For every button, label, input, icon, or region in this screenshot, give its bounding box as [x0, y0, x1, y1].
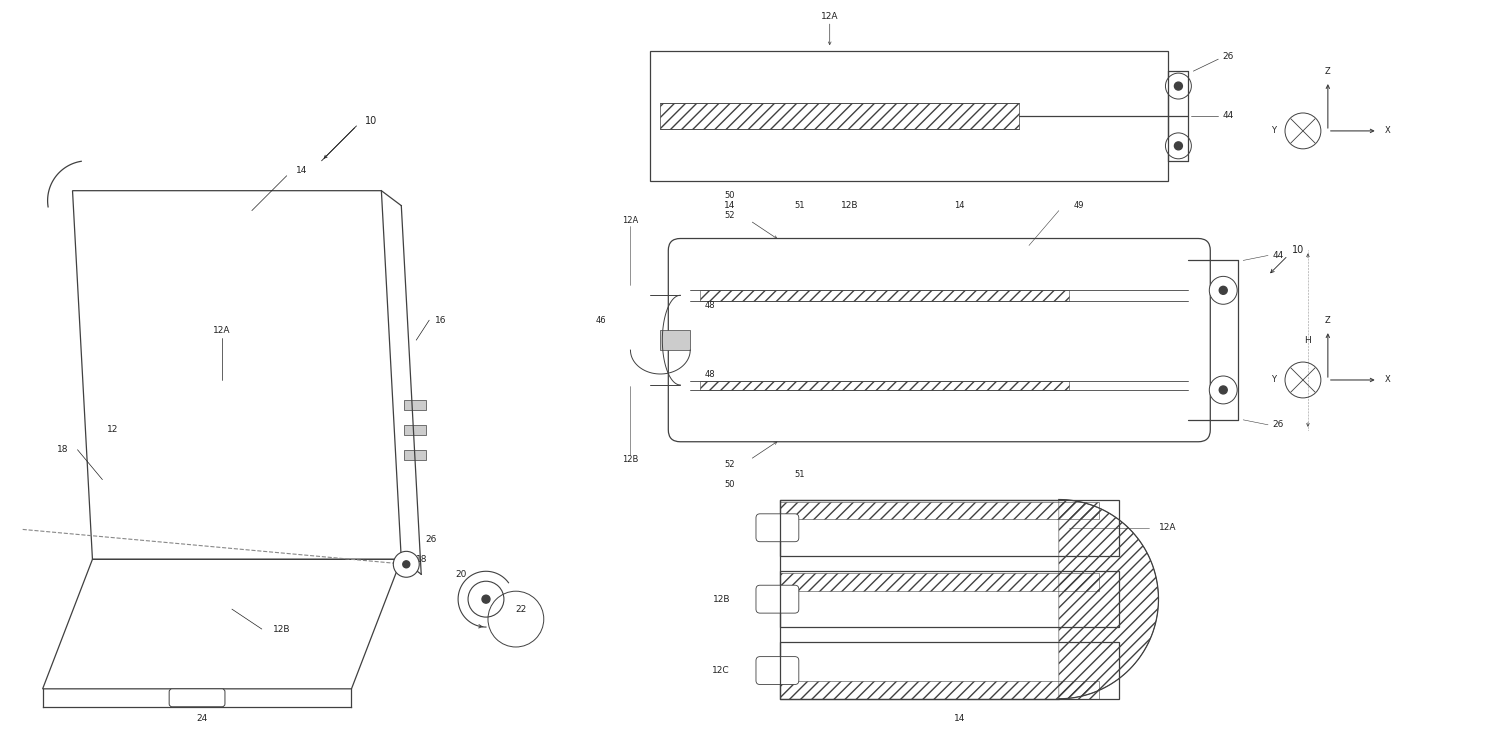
Circle shape	[468, 581, 504, 617]
Circle shape	[1166, 133, 1191, 159]
Circle shape	[1286, 362, 1322, 398]
FancyBboxPatch shape	[170, 688, 225, 706]
Circle shape	[393, 551, 418, 578]
Circle shape	[1166, 73, 1191, 99]
Text: 12A: 12A	[821, 12, 839, 21]
Bar	[780, 502, 1098, 520]
Bar	[780, 642, 1119, 699]
Text: 12A: 12A	[622, 216, 639, 225]
Text: X: X	[1384, 127, 1390, 136]
Text: 51: 51	[795, 470, 806, 479]
Text: 10: 10	[1292, 245, 1304, 256]
Circle shape	[1174, 82, 1182, 90]
Text: 22: 22	[514, 604, 526, 613]
Text: X: X	[1384, 376, 1390, 385]
Bar	[405, 450, 426, 460]
Circle shape	[1220, 386, 1227, 394]
Text: 50: 50	[724, 480, 735, 489]
FancyBboxPatch shape	[756, 585, 800, 613]
Text: 12A: 12A	[213, 326, 231, 334]
Text: 26: 26	[1272, 420, 1284, 429]
FancyBboxPatch shape	[756, 514, 800, 542]
Circle shape	[1286, 113, 1322, 148]
Text: 12B: 12B	[622, 455, 639, 464]
Bar	[780, 571, 1119, 628]
Text: 16: 16	[435, 316, 447, 325]
Circle shape	[1209, 376, 1237, 404]
Text: 10: 10	[366, 116, 378, 126]
Text: 51: 51	[795, 201, 806, 210]
Bar	[780, 681, 1098, 699]
Bar	[700, 382, 1070, 390]
Text: 12B: 12B	[273, 625, 291, 634]
Text: 26: 26	[426, 535, 436, 544]
Text: 12B: 12B	[842, 201, 858, 210]
Text: 18: 18	[416, 555, 428, 564]
Bar	[780, 500, 1119, 556]
Text: 46: 46	[596, 316, 606, 325]
Text: H: H	[1305, 336, 1311, 345]
Text: 12B: 12B	[712, 595, 730, 604]
Text: Y: Y	[1270, 127, 1275, 136]
Text: Z: Z	[1324, 67, 1330, 76]
Text: 48: 48	[705, 301, 716, 310]
Text: 52: 52	[724, 211, 735, 220]
Text: 12: 12	[106, 425, 118, 434]
Text: 14: 14	[954, 714, 964, 723]
Text: 12C: 12C	[712, 666, 730, 675]
Text: 48: 48	[705, 370, 716, 380]
Text: 12A: 12A	[1158, 524, 1176, 532]
Text: 50: 50	[724, 191, 735, 200]
Bar	[651, 51, 1168, 181]
Text: 14: 14	[724, 201, 736, 210]
Bar	[780, 573, 1098, 591]
Bar	[700, 290, 1070, 301]
Text: 14: 14	[296, 166, 307, 176]
Bar	[660, 330, 690, 350]
Circle shape	[1209, 276, 1237, 304]
Text: 18: 18	[57, 446, 69, 454]
FancyBboxPatch shape	[756, 656, 800, 685]
Circle shape	[482, 596, 490, 603]
Bar	[405, 425, 426, 435]
Circle shape	[404, 561, 410, 568]
Text: 20: 20	[456, 570, 466, 579]
Text: Z: Z	[1324, 316, 1330, 325]
Text: 49: 49	[1074, 201, 1084, 210]
Text: 52: 52	[724, 460, 735, 470]
Text: 26: 26	[1222, 52, 1234, 61]
Bar	[405, 400, 426, 410]
Text: Y: Y	[1270, 376, 1275, 385]
Text: 24: 24	[196, 714, 207, 723]
Bar	[660, 103, 1018, 129]
Text: 44: 44	[1272, 251, 1284, 260]
FancyBboxPatch shape	[669, 238, 1210, 442]
Text: 44: 44	[1222, 112, 1234, 121]
Text: 14: 14	[954, 201, 964, 210]
Circle shape	[1174, 142, 1182, 150]
Circle shape	[1220, 286, 1227, 294]
